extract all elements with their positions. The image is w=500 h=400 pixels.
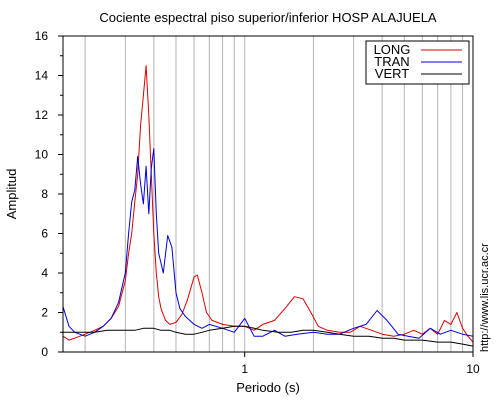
grid xyxy=(84,36,464,352)
y-tick-label: 16 xyxy=(35,29,49,43)
series-line-vert xyxy=(63,325,474,347)
y-tick-label: 8 xyxy=(41,187,48,201)
y-tick-label: 14 xyxy=(35,69,49,83)
series-lines xyxy=(62,65,474,347)
legend-label-vert: VERT xyxy=(375,66,409,81)
x-tick-label: 10 xyxy=(466,362,480,376)
y-axis-ticks: 0 2 4 6 8 10 12 14 16 xyxy=(35,29,63,359)
y-tick-label: 12 xyxy=(35,108,49,122)
y-tick-label: 6 xyxy=(41,227,48,241)
y-tick-label: 4 xyxy=(41,266,48,280)
y-tick-label: 10 xyxy=(35,148,49,162)
legend-label-long: LONG xyxy=(374,42,411,57)
series-line-tran xyxy=(62,148,474,339)
x-tick-label: 1 xyxy=(241,362,248,376)
y-tick-label: 0 xyxy=(41,345,48,359)
source-url-annotation: http://www.lis.ucr.ac.cr xyxy=(479,243,491,352)
y-tick-label: 2 xyxy=(41,306,48,320)
y-axis-label: Amplitud xyxy=(4,169,19,220)
x-axis-label: Periodo (s) xyxy=(236,380,300,395)
x-axis-ticks: 1 10 xyxy=(241,352,480,376)
chart-title: Cociente espectral piso superior/inferio… xyxy=(99,10,437,25)
legend-label-tran: TRAN xyxy=(374,54,409,69)
series-line-long xyxy=(62,65,474,343)
